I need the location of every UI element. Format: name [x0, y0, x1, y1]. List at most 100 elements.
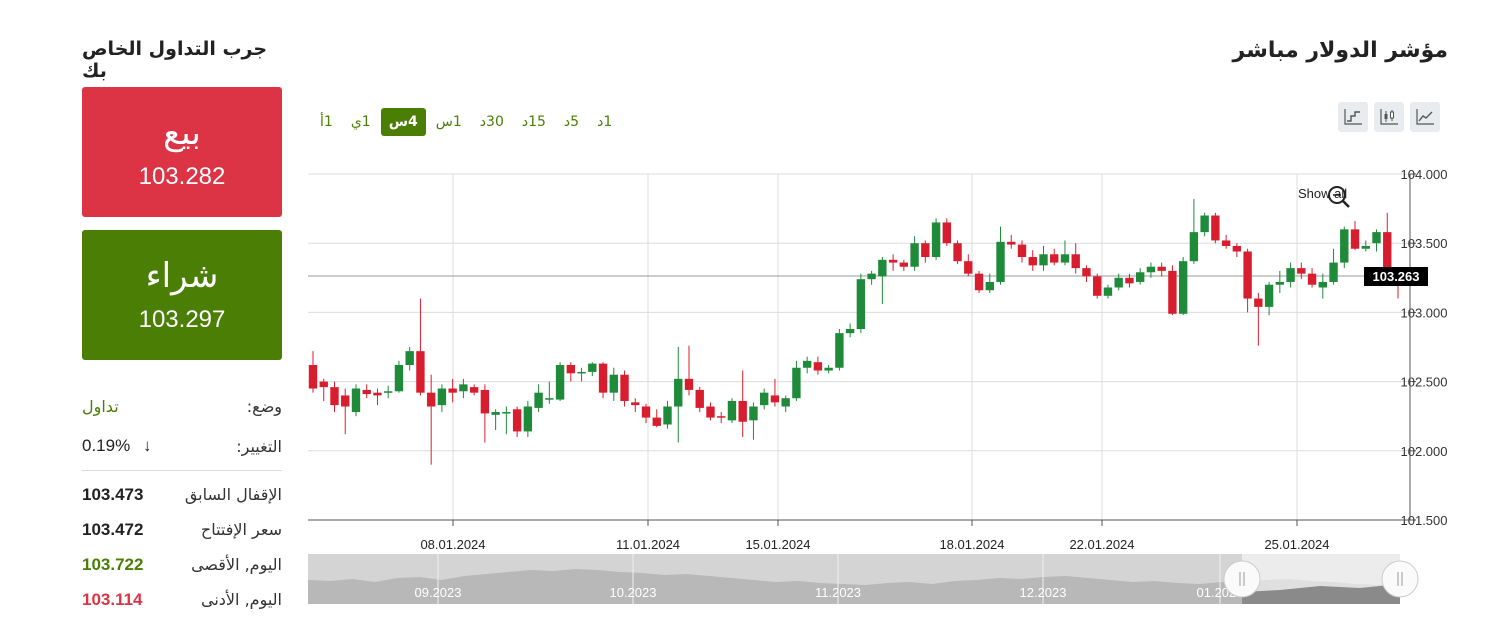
low-label: اليوم, الأدنى — [201, 590, 282, 609]
candle — [373, 392, 382, 396]
timeframe-30m[interactable]: 30د — [479, 114, 504, 130]
status-label: وضع: — [246, 396, 282, 416]
navigator-handle-left[interactable] — [1223, 560, 1261, 598]
timeframe-1m[interactable]: 1د — [597, 114, 613, 130]
candle — [706, 406, 715, 418]
candle — [491, 412, 500, 415]
timeframe-1h[interactable]: 1س — [435, 114, 462, 130]
sell-button[interactable]: بيع 103.282 — [82, 87, 282, 217]
navigator-label: 11.2023 — [815, 585, 861, 600]
candle — [1146, 266, 1156, 273]
candle — [899, 262, 909, 267]
timeframe-1w[interactable]: 1أ — [320, 114, 333, 130]
candle — [1135, 272, 1145, 282]
candle — [609, 374, 618, 393]
candle — [330, 387, 339, 406]
stats-divider — [82, 470, 282, 471]
candle — [394, 364, 404, 392]
x-tick-label: 11.01.2024 — [616, 537, 680, 552]
candle — [717, 416, 726, 418]
page-title: مؤشر الدولار مباشر — [1232, 38, 1448, 63]
candle — [480, 389, 490, 414]
candle — [1221, 240, 1231, 246]
candle — [502, 412, 511, 414]
candle — [835, 333, 844, 368]
candle — [921, 243, 930, 258]
candlestick-chart-button[interactable] — [1374, 102, 1404, 132]
candle — [985, 281, 994, 291]
timeframe-selector: 1د 5د 15د 30د 1س 4س 1ي 1أ — [312, 108, 620, 136]
candle — [1350, 229, 1360, 249]
candle — [1340, 229, 1349, 263]
candle — [1082, 268, 1091, 277]
high-row: اليوم, الأقصى 103.722 — [82, 547, 282, 582]
candle — [1243, 251, 1252, 299]
y-tick-label: 102.000 — [1401, 444, 1448, 459]
show-all-button[interactable]: Show all — [1298, 186, 1348, 201]
candle — [652, 417, 661, 426]
candle — [641, 406, 651, 418]
candle — [1372, 232, 1381, 244]
x-tick-label: 15.01.2024 — [745, 537, 810, 552]
open-value: 103.472 — [82, 519, 144, 539]
trade-panel-title: جرب التداول الخاص بك — [82, 38, 268, 82]
y-tick-label: 104.000 — [1401, 167, 1448, 182]
timeframe-1d[interactable]: 1ي — [350, 114, 371, 130]
candle — [469, 387, 479, 393]
y-tick-label: 103.000 — [1401, 305, 1448, 320]
candle — [631, 402, 640, 406]
candle — [738, 400, 747, 422]
y-tick-label: 102.500 — [1401, 375, 1448, 390]
high-value: 103.722 — [82, 554, 144, 574]
candle — [1071, 254, 1080, 269]
change-value: 0.19% — [82, 436, 131, 455]
candle — [1297, 268, 1306, 274]
current-price-label: 103.263 — [1373, 269, 1420, 284]
candle — [931, 222, 941, 258]
step-chart-button[interactable] — [1338, 102, 1368, 132]
candle — [1286, 268, 1295, 282]
zoom-reset-icon[interactable] — [1326, 184, 1352, 210]
candle — [727, 400, 737, 421]
candle — [942, 222, 952, 244]
navigator-handle-right[interactable] — [1381, 560, 1419, 598]
candle — [1318, 281, 1327, 288]
candle — [1189, 232, 1199, 262]
candle — [1275, 281, 1285, 285]
sell-label: بيع — [163, 113, 201, 153]
candle — [566, 364, 576, 374]
candle — [824, 367, 833, 371]
candle — [813, 362, 823, 371]
candle — [1307, 273, 1317, 285]
status-row: وضع: تداول — [82, 386, 282, 426]
candle — [1103, 287, 1113, 296]
chart-type-selector — [1338, 102, 1440, 132]
candle — [749, 406, 758, 421]
candle — [1007, 241, 1016, 245]
timeframe-5m[interactable]: 5د — [563, 114, 580, 130]
low-value: 103.114 — [82, 589, 143, 609]
candle — [405, 351, 414, 365]
x-tick-label: 08.01.2024 — [420, 537, 485, 552]
candle — [781, 398, 790, 407]
timeframe-15m[interactable]: 15د — [521, 114, 546, 130]
buy-button[interactable]: شراء 103.297 — [82, 230, 282, 360]
change-value-wrap: 0.19% ↓ — [82, 436, 151, 456]
y-tick-label: 101.500 — [1401, 513, 1448, 528]
line-chart-icon — [1416, 109, 1434, 125]
open-label: سعر الإفتتاح — [200, 520, 282, 539]
timeframe-4h[interactable]: 4س — [380, 108, 426, 136]
candles-group — [308, 198, 1403, 465]
candle — [341, 395, 350, 407]
line-chart-button[interactable] — [1410, 102, 1440, 132]
candle — [802, 360, 812, 368]
candle — [1168, 270, 1177, 314]
candle — [674, 378, 683, 407]
candle — [1264, 284, 1274, 307]
prev-close-row: الإقفال السابق 103.473 — [82, 477, 282, 512]
prev-close-label: الإقفال السابق — [184, 485, 282, 504]
change-label: التغيير: — [236, 436, 282, 456]
candle — [878, 259, 887, 277]
candle — [620, 374, 629, 401]
